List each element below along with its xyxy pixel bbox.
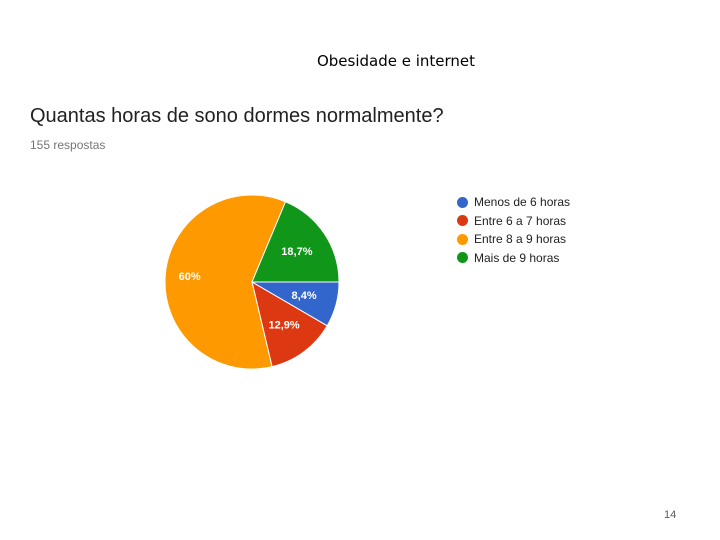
page-number: 14 bbox=[664, 509, 677, 521]
pie-slice-label: 8,4% bbox=[292, 290, 317, 302]
chart-title: Quantas horas de sono dormes normalmente… bbox=[30, 105, 444, 127]
legend-item-entre-8-a-9-horas[interactable]: Entre 8 a 9 horas bbox=[457, 230, 570, 249]
legend-swatch bbox=[457, 215, 468, 227]
pie-labels: 8,4% 12,9% 60% 18,7% bbox=[179, 246, 317, 331]
pie-slice-label: 12,9% bbox=[268, 319, 299, 331]
legend-swatch bbox=[457, 233, 468, 245]
legend-swatch bbox=[457, 196, 468, 208]
pie-slice-mais-de-9-horas[interactable] bbox=[251, 201, 340, 283]
legend-swatch bbox=[457, 252, 468, 264]
pie-slice-label: 18,7% bbox=[281, 246, 312, 258]
legend-label: Mais de 9 horas bbox=[474, 250, 560, 265]
legend-item-entre-6-a-7-horas[interactable]: Entre 6 a 7 horas bbox=[457, 212, 570, 231]
legend-label: Entre 8 a 9 horas bbox=[474, 232, 567, 247]
pie-slices bbox=[164, 194, 340, 370]
legend-label: Menos de 6 horas bbox=[474, 195, 571, 210]
response-count: 155 respostas bbox=[30, 138, 106, 152]
slide-title: Obesidade e internet bbox=[316, 52, 476, 70]
chart-legend: Menos de 6 horas Entre 6 a 7 horas Entre… bbox=[457, 193, 570, 267]
pie-slice-entre-8-a-9-horas[interactable] bbox=[164, 194, 287, 370]
pie-slice-label: 60% bbox=[179, 271, 201, 283]
legend-item-mais-de-9-horas[interactable]: Mais de 9 horas bbox=[457, 249, 570, 268]
pie-slice-entre-6-a-7-horas[interactable] bbox=[251, 280, 328, 368]
legend-item-menos-de-6-horas[interactable]: Menos de 6 horas bbox=[457, 193, 570, 212]
legend-label: Entre 6 a 7 horas bbox=[474, 213, 567, 228]
